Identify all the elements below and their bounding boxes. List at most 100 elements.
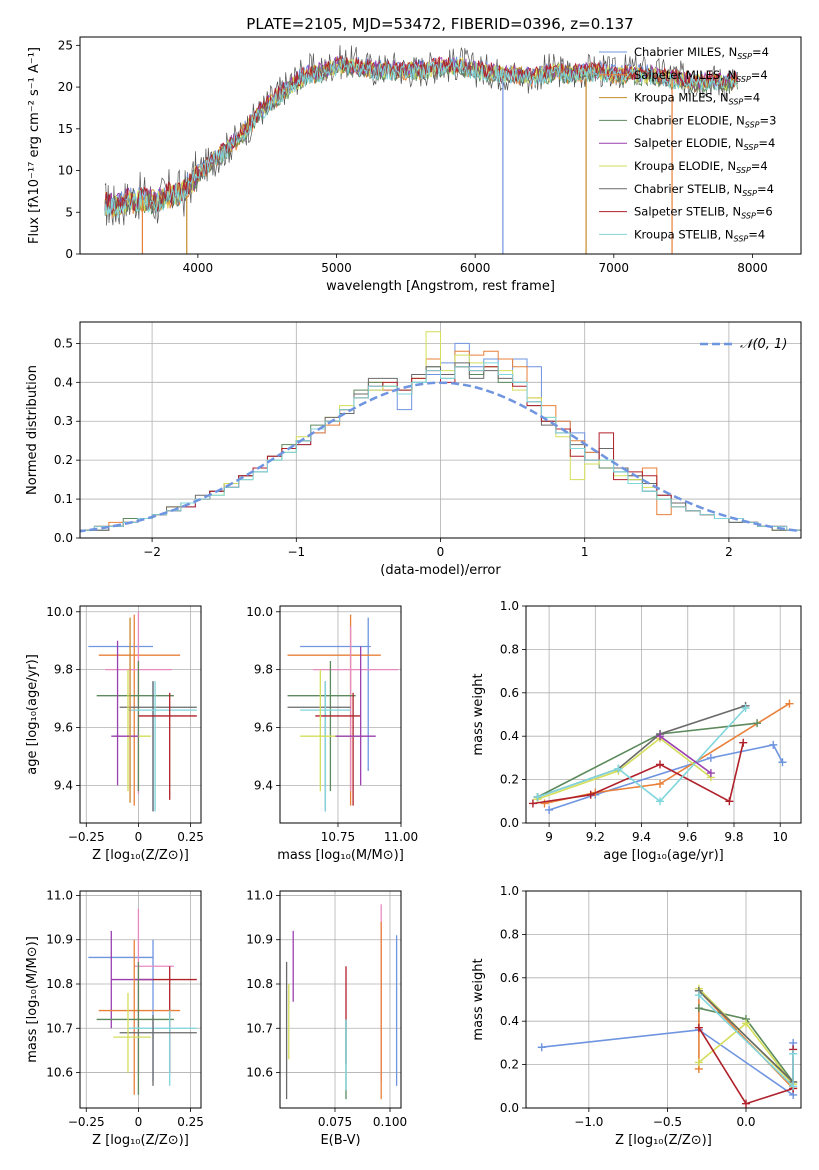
- x-tick-label: −1.0: [574, 1115, 603, 1129]
- weight-point: [789, 1049, 798, 1058]
- y-axis-label: Normed distribution: [25, 365, 40, 495]
- panel-residuals: −2 −1 0 1 2 0.0 0.1 0.2 0.3 0.4 0.5 (data-model)/er…: [25, 321, 802, 578]
- axes-frame: [79, 36, 802, 255]
- weight-point: [694, 991, 703, 1000]
- plot-area: [287, 614, 399, 812]
- weight-point: [545, 805, 554, 814]
- x-tick-label: 1: [581, 545, 589, 559]
- legend-label: Salpeter ELODIE, NSSP=4: [634, 136, 775, 152]
- weight-point: [789, 1082, 798, 1091]
- y-tick-label: 11.0: [246, 888, 273, 902]
- weight-point: [785, 699, 794, 708]
- weight-point: [706, 753, 715, 762]
- x-tick-label: 9.8: [724, 830, 743, 844]
- weight-line: [548, 743, 784, 811]
- x-tick-label: 7000: [599, 261, 630, 275]
- legend-label-tail: =3: [760, 113, 777, 127]
- y-tick-label: 10: [58, 164, 73, 178]
- legend-label-sub: SSP: [745, 120, 760, 129]
- axes-frame: [525, 605, 802, 824]
- axes-frame: [279, 605, 402, 824]
- legend-label-main: Kroupa ELODIE, N: [634, 159, 736, 173]
- y-tick-label: 0.4: [54, 375, 73, 389]
- x-axis-label: Z [log₁₀(Z/Z⊙)]: [92, 1133, 189, 1148]
- y-tick-label: 25: [58, 38, 73, 52]
- y-tick-label: 10.0: [246, 605, 273, 619]
- x-tick-label: 0.25: [177, 830, 204, 844]
- legend-label-sub: SSP: [737, 52, 752, 61]
- y-tick-label: 0.6: [500, 686, 519, 700]
- legend-label-main: Salpeter STELIB, N: [634, 205, 741, 219]
- y-tick-label: 0.6: [500, 971, 519, 985]
- histogram-step: [80, 366, 801, 531]
- x-tick-label: 5000: [321, 261, 352, 275]
- legend-label-tail: =4: [758, 136, 775, 150]
- y-tick-label: 1.0: [500, 884, 519, 898]
- legend-label-main: Salpeter MILES, N: [634, 68, 736, 82]
- legend-label-sub: SSP: [729, 98, 744, 107]
- weight-point: [753, 719, 762, 728]
- x-tick-label: 9: [545, 830, 553, 844]
- weight-point: [725, 797, 734, 806]
- x-tick-label: 8000: [737, 261, 768, 275]
- y-tick-label: 0.8: [500, 927, 519, 941]
- x-tick-label: −1: [287, 545, 305, 559]
- x-tick-label: 4000: [183, 261, 214, 275]
- x-tick-label: 9.2: [586, 830, 605, 844]
- spectrum-model-line: [104, 57, 738, 219]
- y-axis-label: age [log₁₀(age/yr)]: [25, 654, 40, 775]
- legend-label: Salpeter MILES, NSSP=4: [634, 68, 768, 84]
- x-tick-label: 2: [725, 545, 733, 559]
- y-tick-label: 10.7: [46, 1021, 73, 1035]
- axes-frame: [79, 605, 202, 824]
- x-axis-label: wavelength [Angstrom, rest frame]: [326, 279, 555, 294]
- x-tick-label: −0.25: [68, 1115, 105, 1129]
- y-axis-label: mass [log₁₀(M/M⊙)]: [25, 936, 40, 1063]
- x-tick-label: 0: [135, 830, 143, 844]
- legend-label-tail: =4: [757, 182, 774, 196]
- y-tick-label: 0.1: [54, 492, 73, 506]
- plot-area: [88, 908, 197, 1095]
- y-tick-label: 0.0: [500, 1101, 519, 1115]
- y-tick-label: 9.4: [254, 778, 273, 792]
- x-axis-label: Z [log₁₀(Z/Z⊙)]: [615, 1133, 712, 1148]
- x-tick-label: 0.25: [177, 1115, 204, 1129]
- y-tick-label: 9.8: [54, 663, 73, 677]
- x-tick-label: 0.075: [318, 1115, 352, 1129]
- y-tick-label: 20: [58, 80, 73, 94]
- plot-area: [80, 331, 801, 535]
- histogram-step: [80, 366, 801, 535]
- weight-point: [742, 1019, 750, 1028]
- legend-label-sub: SSP: [744, 143, 759, 152]
- x-tick-label: 0: [437, 545, 445, 559]
- x-axis-label: Z [log₁₀(Z/Z⊙)]: [92, 848, 189, 863]
- legend-label: 𝒩(0, 1): [740, 337, 787, 352]
- weight-point: [614, 764, 623, 773]
- legend-label: Kroupa STELIB, NSSP=4: [634, 227, 765, 243]
- legend-label-tail: =4: [748, 227, 765, 241]
- y-tick-label: 1.0: [500, 599, 519, 613]
- legend-label: Chabrier MILES, NSSP=4: [634, 45, 769, 61]
- y-tick-label: 0.2: [54, 453, 73, 467]
- panel-age_mass_weight: 9 9.2 9.4 9.6 9.8 10 0.0 0.2 0.4 0.6 0.8 1.0 age [lo…: [471, 599, 802, 863]
- weight-point: [656, 779, 665, 788]
- x-tick-label: 9.6: [678, 830, 697, 844]
- weight-point: [540, 799, 549, 808]
- y-axis-label: Flux [fλ10⁻¹⁷ erg cm⁻² s⁻¹ A⁻¹]: [27, 47, 42, 244]
- histogram-step: [80, 362, 801, 531]
- histogram-step: [80, 362, 801, 535]
- x-tick-label: −0.25: [68, 830, 105, 844]
- weight-line: [537, 737, 712, 800]
- legend-label: Chabrier STELIB, NSSP=4: [634, 182, 774, 198]
- panel-z_vs_age: −0.25 0 0.25 9.4 9.6 9.8 10.0 Z [log₁₀(Z/Z⊙)] ag…: [25, 605, 204, 863]
- legend-label-sub: SSP: [736, 166, 751, 175]
- y-tick-label: 0: [65, 247, 73, 261]
- axes-frame: [79, 321, 802, 539]
- weight-point: [778, 758, 787, 767]
- legend-label: Salpeter STELIB, NSSP=6: [634, 205, 773, 221]
- legend-label-main: Chabrier STELIB, N: [634, 182, 742, 196]
- x-tick-label: 0.0: [736, 1115, 755, 1129]
- legend-label-main: Kroupa STELIB, N: [634, 227, 734, 241]
- axes-frame: [79, 890, 202, 1109]
- weight-point: [656, 760, 665, 769]
